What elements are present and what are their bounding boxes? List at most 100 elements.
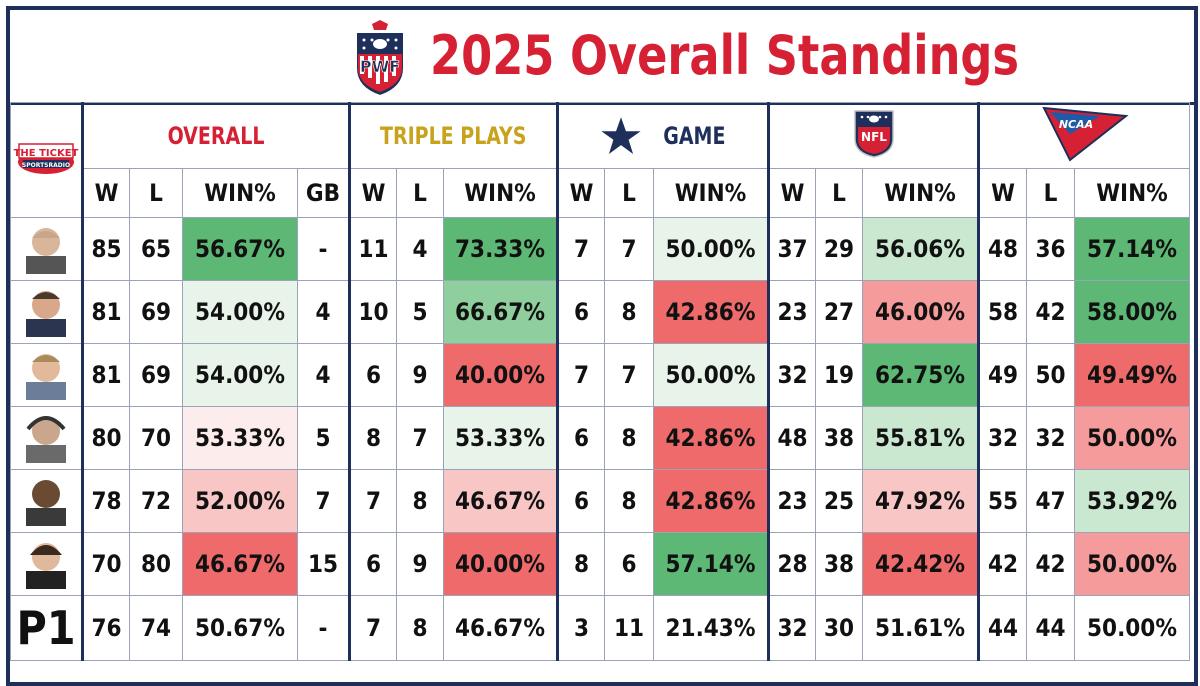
ticket-logo: THE TICKET SPORTSRADIO [14, 143, 79, 174]
nfl-logo-text: NFL [861, 130, 887, 144]
game-l: 7 [604, 217, 654, 281]
triple-l: 9 [396, 532, 444, 596]
triple-l: 9 [396, 343, 444, 407]
triple-w: 10 [349, 280, 397, 344]
triple-w: 6 [349, 532, 397, 596]
ncaa-pct: 49.49% [1074, 343, 1190, 407]
overall-gb: 7 [297, 469, 351, 533]
overall-gb: 4 [297, 343, 351, 407]
game-pct: 50.00% [653, 217, 770, 281]
triple-plays-label: TRIPLE PLAYS [380, 121, 527, 150]
triple-w: 8 [349, 406, 397, 470]
triple-section-header: TRIPLE PLAYS [349, 102, 559, 169]
game-w: 3 [557, 595, 605, 661]
game-pct: 57.14% [653, 532, 770, 596]
nfl-l: 27 [815, 280, 863, 344]
overall-pct: 54.00% [182, 343, 298, 407]
table-row: 85 65 56.67% - 11 4 73.33% 7 7 50.00% 37… [10, 217, 1190, 281]
game-section-header: GAME [557, 102, 770, 169]
nfl-pct: 42.42% [862, 532, 980, 596]
col-l: L [815, 168, 863, 218]
col-win: WIN% [862, 168, 980, 218]
triple-pct: 53.33% [443, 406, 559, 470]
overall-gb: - [297, 217, 351, 281]
game-pct: 42.86% [653, 469, 770, 533]
nfl-l: 19 [815, 343, 863, 407]
overall-pct: 54.00% [182, 280, 298, 344]
overall-gb: 4 [297, 280, 351, 344]
game-l: 8 [604, 280, 654, 344]
ncaa-pct: 57.14% [1074, 217, 1190, 281]
nfl-section-header: NFL [768, 102, 980, 169]
overall-pct: 50.67% [182, 595, 298, 661]
ncaa-pennant-icon: NCAA [1041, 106, 1129, 162]
col-l: L [129, 168, 183, 218]
standings-frame: PWF 2025 Overall Standings THE TICKET SP… [6, 6, 1198, 686]
col-w: W [978, 168, 1027, 218]
game-w: 6 [557, 280, 605, 344]
nfl-l: 38 [815, 532, 863, 596]
overall-pct: 52.00% [182, 469, 298, 533]
col-win: WIN% [1074, 168, 1190, 218]
ncaa-w: 42 [978, 532, 1027, 596]
triple-pct: 40.00% [443, 532, 559, 596]
table-row: 80 70 53.33% 5 8 7 53.33% 6 8 42.86% 48 … [10, 406, 1190, 470]
nfl-w: 37 [768, 217, 816, 281]
col-l: L [396, 168, 444, 218]
triple-w: 7 [349, 595, 397, 661]
ncaa-w: 49 [978, 343, 1027, 407]
game-pct: 42.86% [653, 406, 770, 470]
col-w: W [557, 168, 605, 218]
game-pct: 50.00% [653, 343, 770, 407]
nfl-w: 23 [768, 280, 816, 344]
overall-w: 81 [82, 280, 130, 344]
triple-l: 7 [396, 406, 444, 470]
triple-w: 7 [349, 469, 397, 533]
nfl-pct: 51.61% [862, 595, 980, 661]
col-w: W [349, 168, 397, 218]
svg-text:SPORTSRADIO: SPORTSRADIO [22, 162, 70, 169]
game-w: 7 [557, 343, 605, 407]
avatar [10, 280, 84, 344]
p1-label: P1 [10, 595, 84, 661]
overall-l: 74 [129, 595, 183, 661]
col-gb: GB [297, 168, 351, 218]
ncaa-w: 44 [978, 595, 1027, 661]
standings-table: THE TICKET SPORTSRADIO OVERALL TRIPLE PL… [10, 102, 1190, 661]
overall-section-header: OVERALL [82, 102, 351, 169]
avatar [10, 217, 84, 281]
title-bar: PWF 2025 Overall Standings [10, 10, 1194, 105]
overall-gb: 15 [297, 532, 351, 596]
triple-l: 5 [396, 280, 444, 344]
nfl-w: 32 [768, 595, 816, 661]
ncaa-l: 47 [1026, 469, 1075, 533]
game-l: 7 [604, 343, 654, 407]
ncaa-l: 36 [1026, 217, 1075, 281]
triple-w: 6 [349, 343, 397, 407]
col-l: L [1026, 168, 1075, 218]
overall-l: 72 [129, 469, 183, 533]
pwf-logo-text: PWF [360, 57, 400, 76]
overall-w: 78 [82, 469, 130, 533]
col-win: WIN% [182, 168, 298, 218]
page-title: 2025 Overall Standings [430, 24, 1020, 87]
nfl-l: 38 [815, 406, 863, 470]
overall-w: 81 [82, 343, 130, 407]
game-w: 6 [557, 469, 605, 533]
nfl-pct: 62.75% [862, 343, 980, 407]
table-row: 78 72 52.00% 7 7 8 46.67% 6 8 42.86% 23 … [10, 469, 1190, 533]
avatar [10, 532, 84, 596]
nfl-l: 30 [815, 595, 863, 661]
overall-l: 69 [129, 280, 183, 344]
ncaa-l: 42 [1026, 532, 1075, 596]
overall-l: 69 [129, 343, 183, 407]
table-row: 70 80 46.67% 15 6 9 40.00% 8 6 57.14% 28… [10, 532, 1190, 596]
nfl-w: 28 [768, 532, 816, 596]
ncaa-section-header: NCAA [978, 102, 1190, 169]
overall-gb: - [297, 595, 351, 661]
triple-l: 8 [396, 469, 444, 533]
col-win: WIN% [653, 168, 770, 218]
ncaa-pct: 53.92% [1074, 469, 1190, 533]
col-win: WIN% [443, 168, 559, 218]
avatar [10, 343, 84, 407]
